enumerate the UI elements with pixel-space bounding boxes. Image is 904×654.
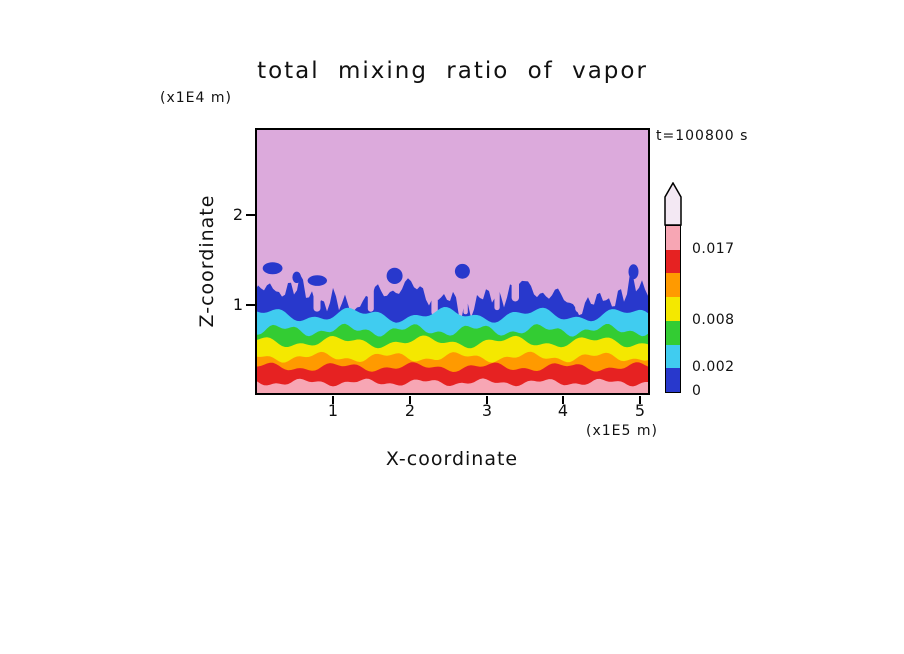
x-axis-tick <box>562 396 564 404</box>
colorbar-arrow-shape <box>664 182 682 226</box>
y-axis-tick <box>246 214 255 216</box>
violet-intrusion <box>575 282 584 313</box>
contour-field-svg <box>255 128 650 395</box>
colorbar-segment <box>666 226 680 250</box>
y-axis-tick-label: 1 <box>232 295 243 314</box>
violet-intrusion <box>313 280 321 312</box>
x-axis-tick <box>639 396 641 404</box>
violet-intrusion <box>367 277 374 312</box>
x-axis-tick <box>332 396 334 404</box>
detached-blue-blob <box>628 264 639 280</box>
colorbar-segment <box>666 273 680 298</box>
colorbar-segment <box>666 368 680 393</box>
detached-blue-blob <box>454 263 470 279</box>
colorbar-segment <box>666 249 680 274</box>
colorbar: 0.017 0.008 0.002 0 <box>660 180 790 405</box>
violet-intrusion <box>511 274 519 302</box>
x-axis-tick-label: 4 <box>557 401 569 420</box>
colorbar-segment <box>666 320 680 345</box>
y-axis-tick-label: 2 <box>232 205 243 224</box>
contour-plot-area <box>255 128 650 395</box>
colorbar-value-label: 0 <box>692 382 702 399</box>
detached-blue-blob <box>292 271 301 283</box>
y-axis-unit: (x1E4 m) <box>160 90 232 106</box>
x-axis-tick <box>409 396 411 404</box>
y-axis-label: Z-coordinate <box>196 194 218 328</box>
colorbar-overflow-arrow <box>664 182 682 226</box>
detached-blue-blob <box>386 267 403 284</box>
x-axis-tick-label: 3 <box>481 401 493 420</box>
chart-title: total mixing ratio of vapor <box>257 58 648 84</box>
x-axis-tick-label: 1 <box>327 401 339 420</box>
detached-blue-blob <box>307 275 327 286</box>
colorbar-value-label: 0.002 <box>692 358 735 375</box>
violet-intrusion <box>463 279 468 315</box>
colorbar-segment <box>666 297 680 321</box>
colorbar-value-label: 0.008 <box>692 311 735 328</box>
x-axis-unit: (x1E5 m) <box>586 423 658 439</box>
violet-intrusion <box>431 283 438 316</box>
plot-frame <box>255 128 650 395</box>
colorbar-segment <box>666 344 680 369</box>
time-label: t=100800 s <box>656 128 749 144</box>
y-axis-tick <box>246 304 255 306</box>
x-axis-tick-label: 5 <box>634 401 646 420</box>
band-pink <box>255 378 650 395</box>
colorbar-bar <box>665 225 681 393</box>
colorbar-value-label: 0.017 <box>692 241 735 258</box>
x-axis-tick-label: 2 <box>404 401 416 420</box>
x-axis-tick <box>486 396 488 404</box>
detached-blue-blob <box>262 262 283 275</box>
x-axis-label: X-coordinate <box>385 448 519 470</box>
violet-intrusion <box>494 272 500 311</box>
